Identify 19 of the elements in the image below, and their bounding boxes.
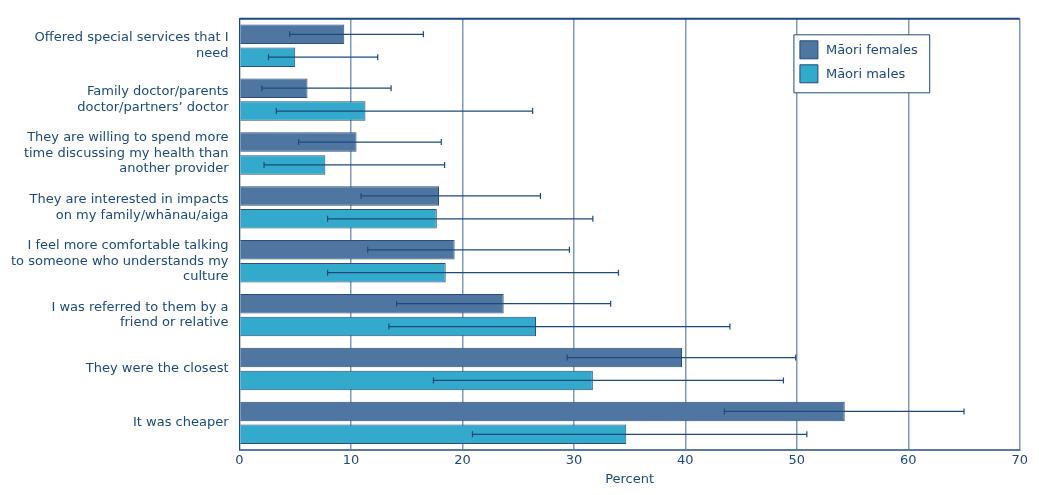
y-tick-label: I was referred to them by a friend or relative <box>51 298 229 330</box>
x-tick-label: 50 <box>788 451 806 467</box>
y-tick-label: Offered special services that I need <box>34 29 229 60</box>
y-tick-label: They are interested in impacts on my family/whānau/aiga <box>28 190 229 222</box>
y-tick-label: Family doctor/parents doctor/partners’ doctor <box>77 83 230 114</box>
y-tick-label: I feel more comfortable talking to someone who understands my culture <box>11 237 229 284</box>
x-tick-label: 60 <box>900 451 917 467</box>
y-tick-label: It was cheaper <box>133 414 230 430</box>
y-tick-label: They were the closest <box>84 360 229 376</box>
legend-label: Māori females <box>825 42 918 58</box>
x-tick-label: 30 <box>565 451 583 467</box>
x-tick-label: 20 <box>454 451 471 467</box>
x-tick-label: 70 <box>1011 451 1028 467</box>
x-tick-label: 40 <box>677 451 694 467</box>
x-tick-label: 0 <box>235 451 244 467</box>
y-tick-label: They are willing to spend more time discussing my health than another provider <box>23 129 230 176</box>
legend-label: Māori males <box>825 66 906 82</box>
x-axis-title: Percent <box>605 470 655 486</box>
x-tick-label: 10 <box>342 451 360 467</box>
